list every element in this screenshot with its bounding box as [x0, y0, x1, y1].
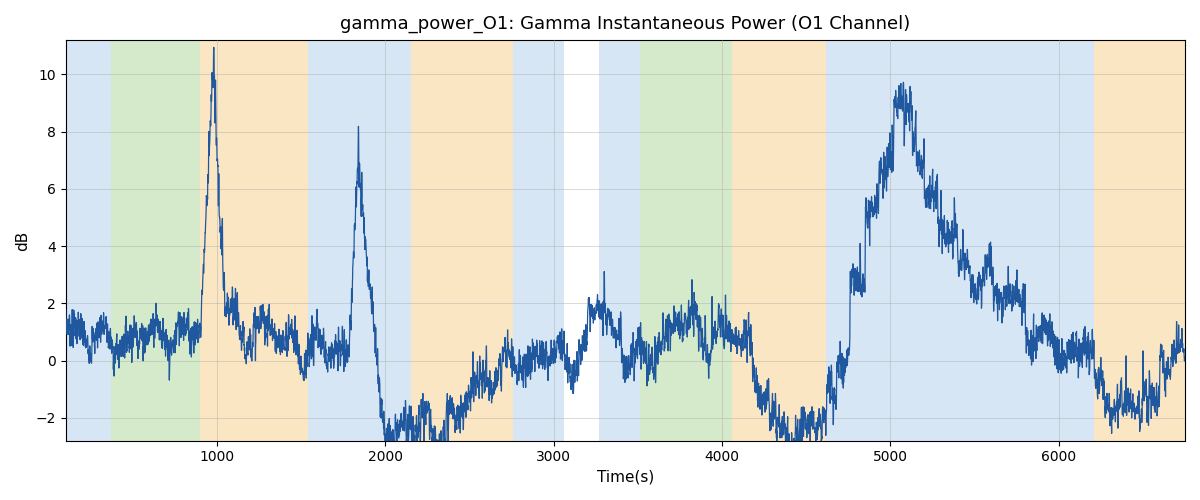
Bar	[308, 40, 410, 440]
Bar	[410, 40, 514, 440]
Bar	[564, 40, 599, 440]
Bar	[599, 40, 640, 440]
Bar	[732, 40, 827, 440]
Y-axis label: dB: dB	[16, 230, 30, 250]
X-axis label: Time(s): Time(s)	[596, 470, 654, 485]
Bar	[827, 40, 1094, 440]
Bar	[1094, 40, 1186, 440]
Bar	[66, 40, 112, 440]
Bar	[112, 40, 200, 440]
Bar	[200, 40, 308, 440]
Title: gamma_power_O1: Gamma Instantaneous Power (O1 Channel): gamma_power_O1: Gamma Instantaneous Powe…	[341, 15, 911, 34]
Bar	[514, 40, 564, 440]
Bar	[640, 40, 732, 440]
